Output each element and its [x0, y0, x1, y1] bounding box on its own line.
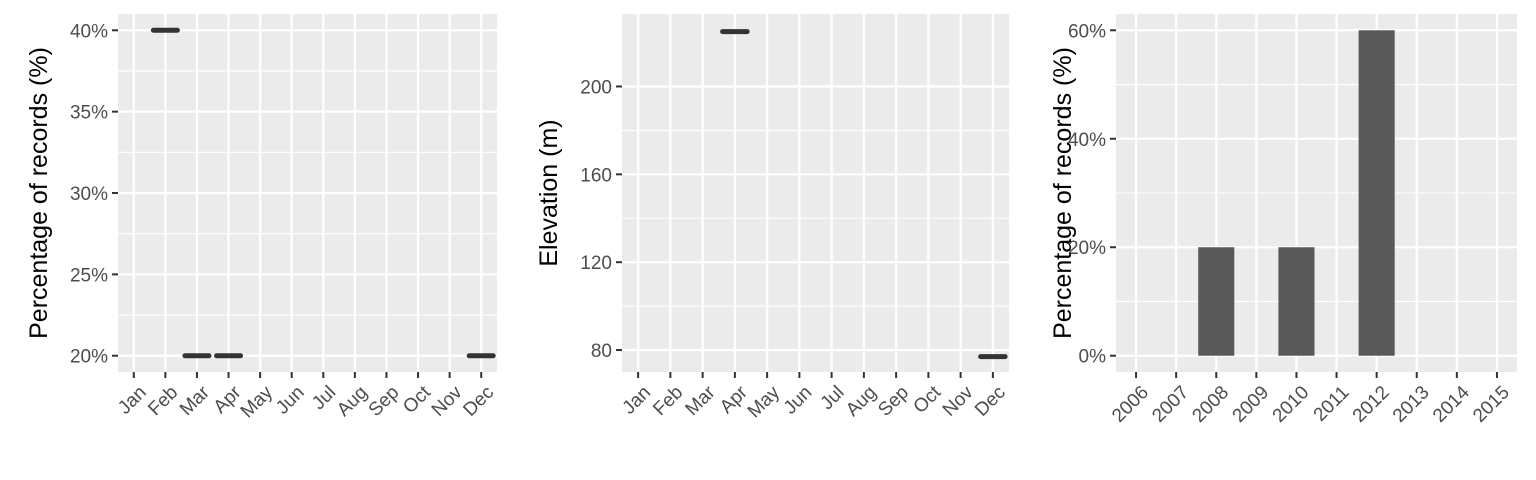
y-tick-label: 120 — [580, 253, 612, 274]
x-tick-label: Dec — [459, 382, 498, 421]
y-axis-title: Percentage of records (%) — [1049, 47, 1077, 339]
y-tick-label: 40% — [1068, 130, 1106, 151]
y-tick-label: 20% — [1068, 238, 1106, 259]
bar — [1358, 30, 1395, 356]
x-tick-label: 2012 — [1349, 382, 1394, 427]
y-tick-label: 80 — [591, 341, 612, 362]
y-tick-label: 25% — [70, 265, 108, 286]
x-tick-label: Dec — [971, 382, 1010, 421]
x-tick-label: Aug — [333, 382, 372, 421]
x-tick-label: Oct — [399, 382, 435, 418]
x-tick-label: Jan — [619, 382, 656, 419]
x-tick-label: Sep — [365, 382, 404, 421]
bar — [1198, 247, 1235, 356]
y-tick-label: 20% — [70, 347, 108, 368]
x-tick-label: 2009 — [1229, 382, 1274, 427]
x-tick-label: Jun — [272, 382, 309, 419]
x-tick-label: 2008 — [1188, 382, 1233, 427]
bar — [1278, 247, 1315, 356]
y-tick-label: 40% — [70, 21, 108, 42]
x-tick-label: Mar — [176, 382, 214, 420]
x-tick-label: Oct — [910, 382, 946, 418]
y-tick-label: 60% — [1068, 21, 1106, 42]
y-tick-label: 160 — [580, 165, 612, 186]
x-tick-label: 2011 — [1310, 382, 1354, 426]
y-tick-label: 30% — [70, 184, 108, 205]
x-tick-label: Jun — [780, 382, 817, 419]
x-tick-label: Mar — [682, 382, 720, 420]
x-tick-label: 2010 — [1269, 382, 1314, 427]
x-tick-label: Feb — [144, 382, 182, 420]
x-tick-label: 2014 — [1429, 382, 1474, 427]
x-tick-label: May — [744, 382, 785, 423]
x-tick-label: 2007 — [1148, 382, 1193, 427]
x-tick-label: Nov — [939, 382, 978, 421]
y-axis-title: Elevation (m) — [535, 119, 563, 266]
x-tick-label: Apr — [716, 382, 752, 418]
x-tick-label: 2013 — [1389, 382, 1434, 427]
x-tick-label: Nov — [428, 382, 467, 421]
y-axis-title: Percentage of records (%) — [25, 47, 53, 339]
x-tick-label: Aug — [842, 382, 881, 421]
year-percentage-chart: 0%20%40%60%20062007200820092010201120122… — [1049, 14, 1517, 427]
x-tick-label: 2006 — [1108, 382, 1153, 427]
plot-panel — [622, 14, 1009, 372]
y-tick-label: 35% — [70, 103, 108, 124]
x-tick-label: May — [237, 382, 278, 423]
y-tick-label: 0% — [1079, 347, 1107, 368]
x-tick-label: Sep — [874, 382, 913, 421]
x-tick-label: 2015 — [1469, 382, 1514, 427]
x-tick-label: Jan — [114, 382, 151, 419]
y-tick-label: 200 — [580, 77, 612, 98]
x-tick-label: Feb — [649, 382, 687, 420]
x-tick-label: Jul — [817, 382, 849, 414]
